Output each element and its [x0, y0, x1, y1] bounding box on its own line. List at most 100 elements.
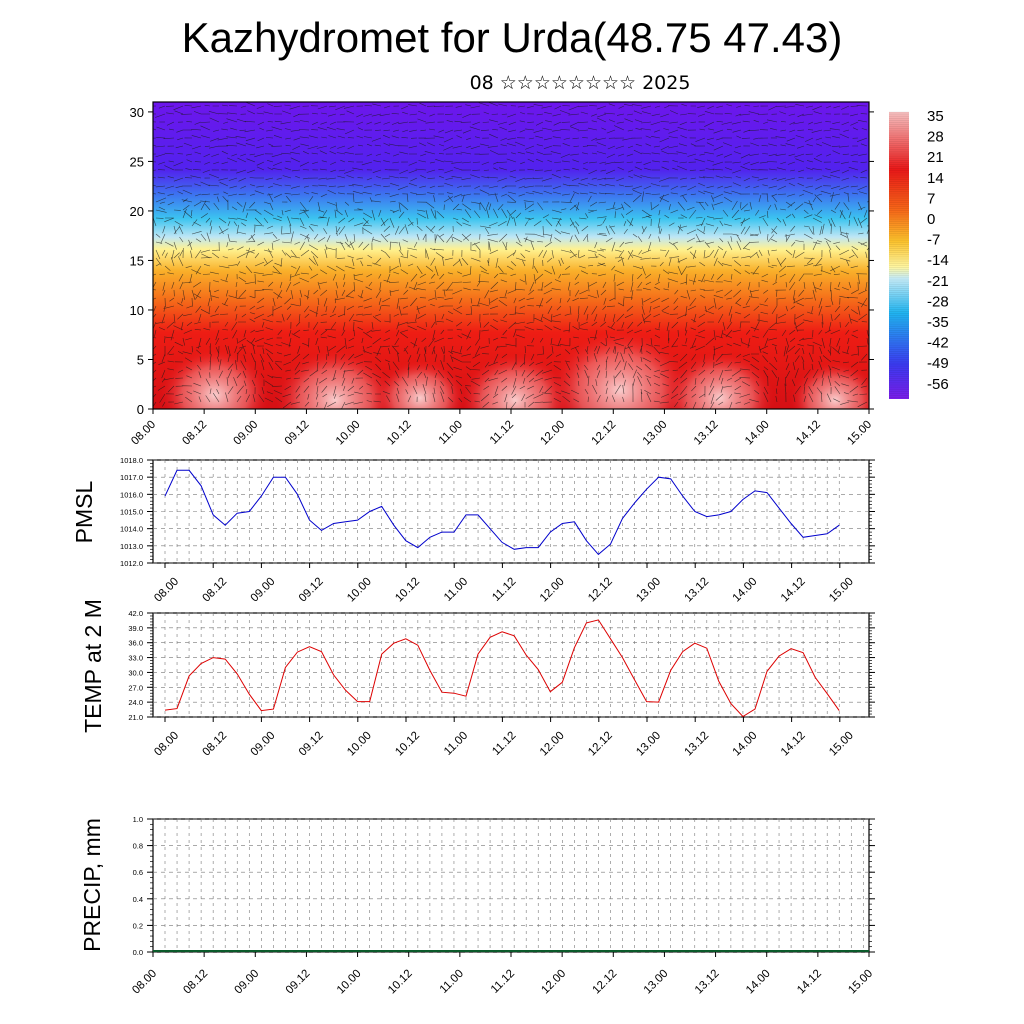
xtick-label: 12.12 [586, 730, 615, 759]
xtick-label: 11.12 [489, 968, 517, 996]
colorbar-label: 21 [927, 149, 944, 166]
xtick-label: 14.00 [731, 576, 760, 605]
colorbar-label: -14 [927, 252, 949, 269]
section-xtick-label: 08.12 [180, 419, 209, 448]
chart-title: Kazhydromet for Urda(48.75 47.43) [181, 14, 843, 61]
xtick-label: 12.00 [538, 576, 567, 605]
xtick-label: 08.12 [181, 968, 210, 997]
ytick-label: 0.6 [133, 868, 143, 877]
xtick-label: 12.12 [591, 968, 620, 997]
colorbar-lines [889, 111, 909, 398]
xtick-label: 13.00 [634, 730, 663, 759]
colorbar-label: -42 [927, 335, 949, 352]
xtick-label: 14.12 [795, 968, 824, 997]
section-ytick-label: 25 [130, 154, 144, 169]
ytick-label: 1012.0 [120, 559, 143, 568]
ytick-label: 30.0 [128, 668, 143, 677]
xtick-label: 10.12 [386, 968, 415, 997]
ytick-label: 1013.0 [120, 542, 143, 551]
xtick-label: 10.00 [345, 730, 374, 759]
ytick-label: 0.4 [133, 895, 143, 904]
ytick-label: 27.0 [128, 683, 143, 692]
xtick-label: 10.12 [393, 576, 422, 605]
xtick-label: 12.12 [586, 576, 615, 605]
ytick-label: 1017.0 [120, 473, 143, 482]
xtick-label: 13.12 [693, 968, 722, 997]
ytick-label: 36.0 [128, 639, 143, 648]
colorbar-label: -56 [927, 376, 949, 393]
xtick-label: 13.12 [682, 576, 711, 605]
colorbar-label: 0 [927, 211, 935, 228]
xtick-label: 14.12 [779, 730, 808, 759]
ytick-label: 1.0 [133, 815, 143, 824]
panel-pmsl: 1012.0 1013.0 1014.0 1015.0 1016.0 1017.0 1018… [71, 456, 875, 604]
section-xtick-label: 11.00 [437, 419, 465, 447]
colorbar-label: 7 [927, 190, 935, 207]
xtick-label: 13.00 [642, 968, 671, 997]
xtick-label: 09.00 [233, 968, 262, 997]
colorbar-label: -21 [927, 273, 949, 290]
pmsl-grid [153, 459, 869, 564]
xtick-label: 08.12 [200, 730, 229, 759]
xtick-label: 14.12 [779, 576, 808, 605]
xtick-label: 13.00 [634, 576, 663, 605]
xtick-label: 15.00 [827, 576, 856, 605]
temp-series [164, 619, 840, 718]
xtick-label: 08.12 [200, 576, 229, 605]
precip-grid [153, 818, 869, 953]
precip-ylabel: PRECIP, mm [79, 818, 105, 952]
colorbar: 35 28 21 14 7 0 -7 -14 -21 -28 -35 -42 -49 -56 [889, 108, 949, 399]
xtick-label: 09.12 [284, 968, 313, 997]
section-xtick-label: 12.00 [538, 419, 567, 448]
section-ytick-label: 10 [130, 303, 144, 318]
section-xtick-label: 15.00 [845, 419, 874, 448]
precip-frame [152, 818, 870, 953]
xtick-label: 10.12 [393, 730, 422, 759]
temp-frame [152, 612, 870, 718]
warm-core [790, 361, 869, 409]
colorbar-label: -28 [927, 293, 949, 310]
pmsl-series [164, 469, 840, 556]
xtick-label: 08.00 [152, 730, 181, 759]
ytick-label: 1015.0 [120, 508, 143, 517]
xtick-label: 09.00 [249, 576, 278, 605]
temp-ylabel: TEMP at 2 M [80, 599, 106, 733]
xtick-label: 12.00 [538, 730, 567, 759]
xtick-label: 11.12 [490, 730, 518, 758]
wind-vectors [153, 102, 869, 409]
section-xtick-label: 09.12 [283, 419, 312, 448]
section-xtick-label: 09.00 [232, 419, 261, 448]
ytick-label: 21.0 [128, 713, 143, 722]
section-xtick-label: 10.00 [334, 419, 363, 448]
xtick-label: 12.00 [539, 968, 568, 997]
ytick-label: 1014.0 [120, 525, 143, 534]
xtick-label: 11.00 [442, 576, 470, 604]
ytick-label: 0.0 [133, 948, 143, 957]
xtick-label: 08.00 [152, 576, 181, 605]
colorbar-label: 28 [927, 129, 944, 146]
section-xtick-label: 14.00 [743, 419, 772, 448]
section-xtick-label: 13.12 [692, 419, 721, 448]
ytick-label: 33.0 [128, 654, 143, 663]
section-xtick-label: 12.12 [590, 419, 619, 448]
section-xtick-label: 10.12 [385, 419, 414, 448]
colorbar-label: -49 [927, 355, 949, 372]
xtick-label: 09.12 [297, 576, 326, 605]
ytick-label: 1018.0 [120, 456, 143, 465]
xtick-label: 14.00 [731, 730, 760, 759]
panel-temperature-section: 0 5 10 15 20 25 30 08.00 08.12 09.00 09.12 10.00 10.… [129, 101, 874, 448]
colorbar-label: 35 [927, 108, 944, 125]
xtick-label: 15.00 [827, 730, 856, 759]
pmsl-frame [152, 459, 870, 564]
colorbar-label: 14 [927, 170, 944, 187]
xtick-label: 11.12 [490, 576, 518, 604]
ytick-label: 0.2 [133, 921, 143, 930]
ytick-label: 39.0 [128, 624, 143, 633]
section-ytick-label: 5 [137, 352, 144, 367]
ytick-label: 1016.0 [120, 490, 143, 499]
xtick-label: 14.00 [744, 968, 773, 997]
ytick-label: 24.0 [128, 698, 143, 707]
section-ytick-label: 20 [130, 204, 144, 219]
chart-subtitle: 08 ☆☆☆☆☆☆☆☆ 2025 [469, 72, 691, 94]
